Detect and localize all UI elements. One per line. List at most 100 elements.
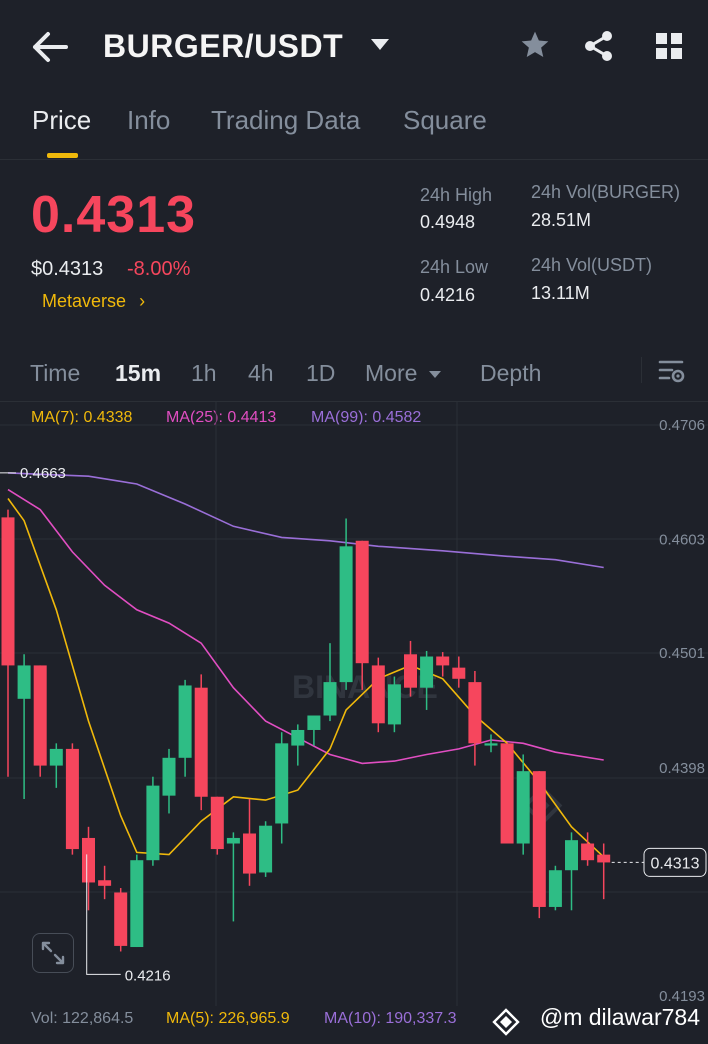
tab-trading-data[interactable]: Trading Data: [211, 105, 361, 135]
y-tick-label: 0.4603: [659, 532, 705, 549]
candle-body: [162, 757, 176, 796]
candle-body: [146, 785, 160, 861]
candle-body: [420, 656, 434, 688]
grid-icon[interactable]: [656, 33, 683, 65]
candle-body: [275, 743, 289, 824]
ma99-legend: MA(99): 0.4582: [311, 409, 422, 426]
candle: [516, 754, 530, 855]
y-tick-label: 0.4706: [659, 417, 705, 434]
price-change-percent: -8.00%: [127, 258, 191, 280]
candle: [65, 743, 79, 855]
candle: [275, 732, 289, 844]
candle: [33, 665, 47, 777]
high-label: 24h High: [420, 185, 493, 205]
ma99-path: [7, 472, 604, 569]
candle-body: [597, 854, 611, 863]
candle: [291, 724, 305, 766]
candle: [581, 832, 595, 866]
low-marker-line: [86, 854, 121, 975]
candle-body: [130, 860, 144, 948]
candle-body: [226, 837, 240, 844]
star-icon[interactable]: [519, 29, 551, 66]
candle-body: [565, 840, 578, 871]
candle-body: [307, 715, 321, 730]
interval-4h[interactable]: 4h: [248, 360, 274, 386]
candle-body: [243, 833, 256, 874]
vol-base-label: 24h Vol(BURGER): [531, 182, 681, 202]
candle-body: [387, 684, 401, 725]
candle-body: [65, 748, 79, 850]
candle-body: [210, 796, 224, 850]
ma7-line: [7, 498, 605, 858]
vol-base-value: 28.51M: [531, 210, 592, 230]
candle: [500, 743, 514, 844]
candle-body: [532, 771, 546, 907]
back-arrow-icon[interactable]: [30, 30, 70, 64]
interval-more[interactable]: More: [365, 360, 442, 387]
candle-body: [355, 540, 369, 664]
candle: [565, 832, 578, 911]
pair-dropdown-icon[interactable]: [370, 38, 390, 57]
candle: [146, 776, 160, 866]
low-value: 0.4216: [420, 285, 476, 305]
candle: [387, 676, 401, 733]
candle-body: [259, 825, 273, 873]
candle: [355, 540, 369, 690]
candle: [1, 509, 15, 777]
candle-body: [500, 743, 514, 844]
tab-info[interactable]: Info: [127, 105, 171, 135]
interval-1d[interactable]: 1D: [306, 360, 336, 386]
chart-annotations: 0.4663 0.4216 0.4313: [0, 465, 707, 984]
share-icon[interactable]: [583, 30, 615, 67]
tab-price[interactable]: Price: [32, 105, 92, 135]
candle-body: [436, 656, 450, 666]
category-tag[interactable]: Metaverse ›: [42, 291, 145, 312]
tab-square[interactable]: Square: [403, 105, 487, 135]
candle: [436, 652, 450, 677]
pair-title[interactable]: BURGER/USDT: [103, 28, 344, 64]
ma25-path: [7, 488, 604, 765]
volume-ma10: MA(10): 190,337.3: [324, 1010, 457, 1027]
candle: [532, 771, 546, 919]
candle: [162, 748, 176, 814]
y-tick-label: 0.4398: [659, 760, 705, 777]
category-tag-label: Metaverse: [42, 291, 127, 311]
candle-body: [339, 546, 353, 683]
watermark-handle: @m dilawar784: [539, 1004, 700, 1030]
interval-15m[interactable]: 15m: [115, 360, 162, 386]
interval-1h[interactable]: 1h: [191, 360, 217, 386]
chart-settings-icon[interactable]: [658, 359, 686, 390]
candle-body: [452, 667, 466, 679]
depth-tab[interactable]: Depth: [480, 360, 542, 386]
ma25-line: [7, 488, 604, 765]
candle: [130, 854, 144, 948]
candle-body: [323, 682, 337, 716]
candle-body: [49, 748, 63, 766]
candle: [259, 821, 273, 877]
candle-body: [1, 517, 15, 666]
high-marker-label: 0.4663: [20, 465, 66, 482]
candles: [1, 509, 611, 952]
interval-more-label: More: [365, 360, 418, 386]
high-value: 0.4948: [420, 212, 476, 232]
top-bar: BURGER/USDT: [0, 0, 708, 95]
y-axis: 0.4706 0.4603 0.4501 0.4398 0.4193: [659, 417, 705, 1005]
low-marker-label: 0.4216: [125, 967, 171, 984]
candle-body: [178, 685, 192, 758]
interval-bar: Time 15m 1h 4h 1D More Depth: [0, 345, 708, 402]
expand-chart-icon[interactable]: [32, 933, 74, 973]
volume-ma5: MA(5): 226,965.9: [166, 1010, 290, 1027]
candle: [243, 798, 256, 886]
candle-body: [17, 665, 31, 699]
interval-time[interactable]: Time: [30, 360, 81, 386]
candle: [452, 656, 466, 688]
volume-value: Vol: 122,864.5: [31, 1010, 134, 1027]
main-tabs: Price Info Trading Data Square: [0, 95, 708, 160]
candle: [468, 670, 482, 766]
vol-quote-label: 24h Vol(USDT): [531, 255, 653, 275]
candle: [49, 743, 63, 788]
candle: [178, 679, 192, 777]
low-label: 24h Low: [420, 257, 489, 277]
candle-body: [516, 771, 530, 844]
